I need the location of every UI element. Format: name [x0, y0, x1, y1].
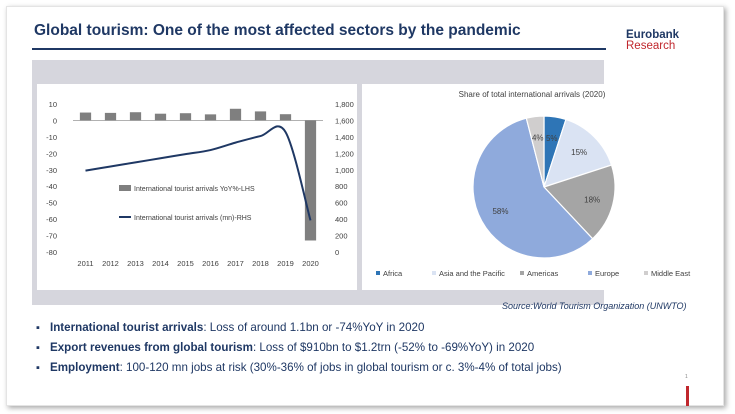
arrivals-combo-chart: 10 0 -10 -20 -30 -40 -50 -60 -70 -80 1,800 1,600 1,4… [46, 100, 354, 268]
bullet-arrivals: International tourist arrivals: Loss of … [36, 318, 706, 338]
left-axis-tick: -30 [46, 166, 57, 175]
x-axis-tick: 2015 [177, 259, 194, 268]
legend-bar-swatch [119, 185, 131, 191]
red-accent-mark [686, 386, 689, 406]
eurobank-research-logo: Eurobank Research [626, 29, 680, 52]
legend-swatch [644, 271, 648, 275]
x-axis-tick: 2016 [202, 259, 219, 268]
right-axis-tick: 800 [335, 182, 348, 191]
yoy-bar [104, 112, 117, 121]
left-axis-tick: -60 [46, 215, 57, 224]
right-axis-tick: 1,800 [335, 100, 354, 109]
bullet-export-label: Export revenues from global tourism [50, 341, 253, 354]
legend-swatch [588, 271, 592, 275]
x-axis-tick: 2018 [252, 259, 269, 268]
legend-label: Asia and the Pacific [439, 269, 505, 278]
pie-data-label: 5% [546, 134, 558, 143]
bullet-export-text: : Loss of $910bn to $1.2trn (-52% to -69… [252, 341, 535, 354]
legend-label: Europe [595, 269, 619, 278]
bullet-employment-label: Employment [50, 361, 120, 374]
right-axis-tick: 1,600 [335, 116, 354, 125]
legend-swatch [520, 271, 524, 275]
pie-slice-europe [472, 117, 594, 259]
legend-swatch [432, 271, 436, 275]
yoy-bar [129, 112, 142, 121]
left-axis-tick: -50 [46, 199, 57, 208]
yoy-bar [154, 113, 167, 121]
x-axis-tick: 2013 [127, 259, 144, 268]
right-axis-tick: 1,400 [335, 133, 354, 142]
pie-data-label: 58% [492, 207, 508, 216]
pie-slice-americas [542, 164, 616, 240]
logo-eurobank: Eurobank [626, 29, 680, 41]
legend-swatch [376, 271, 380, 275]
right-axis-tick: 1,200 [335, 149, 354, 158]
x-axis-tick: 2012 [102, 259, 119, 268]
yoy-bar [304, 120, 317, 241]
yoy-bar [179, 113, 192, 121]
left-axis-tick: 0 [53, 116, 57, 125]
left-axis-tick: -80 [46, 248, 57, 257]
legend-bar-label: International tourist arrivals YoY%-LHS [134, 186, 255, 193]
right-axis-tick: 0 [335, 248, 339, 257]
left-axis-tick: -20 [46, 149, 57, 158]
yoy-bar [79, 112, 92, 121]
x-axis-tick: 2019 [277, 259, 294, 268]
legend-label: Middle East [651, 269, 691, 278]
bullet-arrivals-label: International tourist arrivals [50, 321, 204, 334]
right-axis-tick: 200 [335, 232, 348, 241]
yoy-bar [254, 111, 267, 121]
logo-research: Research [626, 40, 676, 52]
bullet-export-revenues: Export revenues from global tourism: Los… [36, 338, 706, 358]
slide-title: Global tourism: One of the most affected… [34, 22, 521, 39]
bullet-employment: Employment: 100-120 mn jobs at risk (30%… [36, 358, 706, 378]
arrivals-line [85, 125, 312, 221]
x-axis-tick: 2017 [227, 259, 244, 268]
right-axis-tick: 1,000 [335, 166, 354, 175]
yoy-bar [229, 108, 242, 121]
yoy-bar [279, 114, 292, 121]
left-axis-tick: -10 [46, 133, 57, 142]
x-axis-tick: 2011 [77, 259, 93, 268]
right-axis-tick: 600 [335, 199, 348, 208]
x-axis-tick: 2020 [302, 259, 319, 268]
pie-title: Share of total international arrivals (2… [459, 90, 606, 99]
right-axis-tick: 400 [335, 215, 348, 224]
pie-slice-middle-east [525, 115, 545, 188]
pie-data-label: 4% [532, 134, 544, 143]
x-axis-tick: 2014 [152, 259, 169, 268]
arrivals-chart-panel: 10 0 -10 -20 -30 -40 -50 -60 -70 -80 1,800 1,600 1,4… [37, 84, 357, 290]
bullet-arrivals-text: : Loss of around 1.1bn or -74%YoY in 202… [203, 321, 425, 334]
title-underline [32, 48, 606, 50]
share-pie-chart: Share of total international arrivals (2… [376, 90, 691, 278]
legend-label: Americas [527, 269, 559, 278]
pie-data-label: 15% [571, 148, 587, 157]
left-axis-tick: 10 [49, 100, 57, 109]
yoy-bar [204, 114, 217, 121]
bullet-employment-text: : 100-120 mn jobs at risk (30%-36% of jo… [119, 361, 562, 374]
share-pie-panel: Share of total international arrivals (2… [362, 84, 704, 290]
pie-data-label: 18% [584, 195, 600, 204]
legend-line-label: International tourist arrivals (mn)-RHS [134, 215, 252, 222]
left-axis-tick: -70 [46, 232, 57, 241]
legend-label: Africa [383, 269, 403, 278]
source-note: Source:World Tourism Organization (UNWTO… [502, 301, 687, 311]
page-number: 1 [685, 374, 688, 380]
key-points: International tourist arrivals: Loss of … [36, 318, 706, 378]
left-axis-tick: -40 [46, 182, 57, 191]
